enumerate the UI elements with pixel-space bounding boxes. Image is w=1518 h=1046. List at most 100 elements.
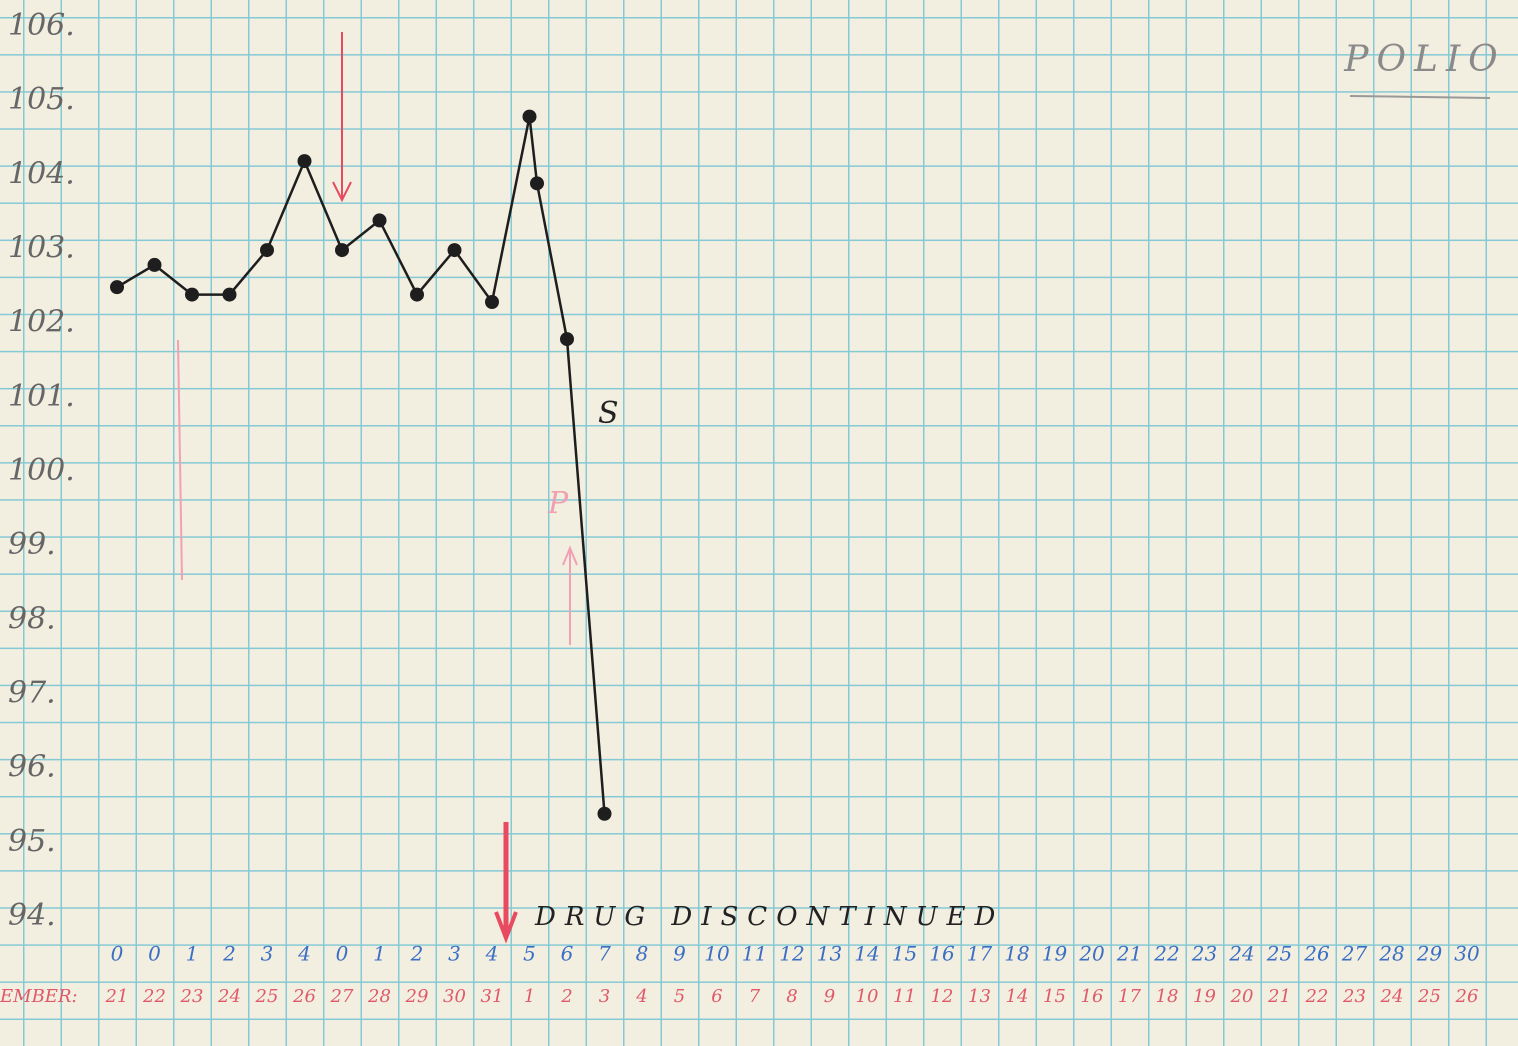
point [522, 109, 537, 124]
date-label: 24 [1380, 986, 1404, 1007]
date-label: 13 [968, 986, 991, 1007]
x-tick-label: 24 [1228, 942, 1254, 966]
date-label: 28 [367, 986, 391, 1007]
y-tick-label: 106. [8, 8, 75, 43]
x-tick-label: 10 [704, 942, 730, 966]
point [147, 257, 162, 272]
x-tick-label: 1 [186, 942, 199, 966]
date-label: 17 [1118, 986, 1141, 1007]
x-tick-label: 18 [1004, 942, 1029, 966]
date-label: 4 [635, 986, 647, 1007]
date-label: 26 [292, 986, 316, 1007]
y-tick-label: 99. [8, 527, 56, 562]
date-label: 22 [142, 986, 166, 1007]
date-label: 7 [749, 986, 761, 1007]
x-tick-label: 26 [1303, 942, 1330, 966]
date-label: 29 [405, 986, 429, 1007]
date-label: 8 [786, 986, 797, 1007]
date-label: 23 [180, 986, 204, 1007]
date-label: 19 [1193, 986, 1216, 1007]
y-tick-label: 97. [8, 676, 56, 711]
x-tick-label: 0 [148, 942, 161, 966]
x-tick-label: 8 [636, 942, 649, 966]
point [260, 243, 274, 258]
date-label: 18 [1156, 986, 1179, 1007]
x-tick-label: 2 [222, 942, 236, 966]
date-label: 22 [1305, 986, 1329, 1007]
x-tick-label: 13 [817, 942, 842, 966]
date-label: 11 [893, 986, 916, 1007]
y-tick-label: 95. [8, 824, 56, 859]
date-label: 21 [1267, 986, 1291, 1007]
x-tick-label: 30 [1454, 942, 1480, 966]
y-tick-label: 94. [8, 898, 56, 933]
x-tick-label: 17 [967, 942, 993, 966]
point [335, 243, 349, 258]
x-tick-label: 4 [297, 942, 311, 966]
point [597, 806, 612, 821]
chart-title: POLIO [1343, 39, 1505, 80]
x-tick-label: 1 [373, 942, 386, 966]
title-underline [1349, 95, 1491, 99]
date-label: 25 [255, 986, 279, 1007]
x-tick-label: 27 [1341, 942, 1368, 966]
annotation: DRUG DISCONTINUED [534, 902, 1004, 932]
x-tick-label: 29 [1416, 942, 1443, 966]
y-tick-label: 96. [8, 750, 56, 785]
point [222, 287, 237, 302]
x-tick-label: 6 [561, 942, 574, 966]
date-label: 3 [599, 986, 610, 1007]
y-tick-label: 103. [8, 231, 75, 266]
date-label: 12 [931, 986, 954, 1007]
x-tick-label: 20 [1078, 942, 1105, 966]
x-tick-label: 14 [854, 942, 879, 966]
date-label: 15 [1043, 986, 1066, 1007]
x-tick-label: 0 [111, 942, 124, 966]
x-tick-label: 21 [1116, 942, 1142, 966]
x-tick-label: 9 [673, 942, 686, 966]
date-label: 6 [711, 986, 722, 1007]
x-tick-label: 3 [448, 942, 461, 966]
date-label: 2 [560, 986, 572, 1007]
arrows [177, 32, 578, 944]
date-label: 5 [674, 986, 685, 1007]
date-label: 23 [1342, 986, 1366, 1007]
y-tick-label: 102. [8, 305, 75, 340]
date-label: 25 [1417, 986, 1441, 1007]
x-tick-label: 5 [523, 942, 536, 966]
x-tick-label: 3 [261, 942, 274, 966]
x-tick-label: 4 [485, 942, 499, 966]
point [297, 154, 312, 169]
date-label: 21 [105, 986, 129, 1007]
x-tick-label: 16 [929, 942, 955, 966]
point [110, 280, 124, 295]
date-label: 31 [481, 986, 504, 1007]
annotation: P [547, 486, 569, 521]
x-tick-label: 25 [1266, 942, 1292, 966]
line [116, 116, 606, 814]
x-tick-label: 15 [892, 942, 917, 966]
date-label: 24 [217, 986, 241, 1007]
x-tick-label: 7 [598, 942, 611, 966]
point [410, 287, 424, 302]
date-label: 9 [824, 986, 835, 1007]
x-tick-label: 22 [1153, 942, 1179, 966]
x-tick-label: 11 [742, 942, 767, 966]
y-tick-label: 101. [8, 379, 75, 414]
x-tick-label: 23 [1191, 942, 1217, 966]
annotation: S [598, 396, 619, 431]
date-label: 1 [524, 986, 535, 1007]
point [185, 287, 199, 302]
date-label: 27 [330, 986, 354, 1007]
date-label: 20 [1230, 986, 1254, 1007]
x-tick-label: 19 [1042, 942, 1068, 966]
point [530, 176, 544, 191]
y-tick-label: 100. [8, 453, 75, 488]
date-label: 30 [443, 986, 466, 1007]
x-tick-label: 12 [779, 942, 804, 966]
x-tick-label: 2 [410, 942, 424, 966]
date-label: 14 [1006, 986, 1029, 1007]
date-label: 26 [1455, 986, 1479, 1007]
